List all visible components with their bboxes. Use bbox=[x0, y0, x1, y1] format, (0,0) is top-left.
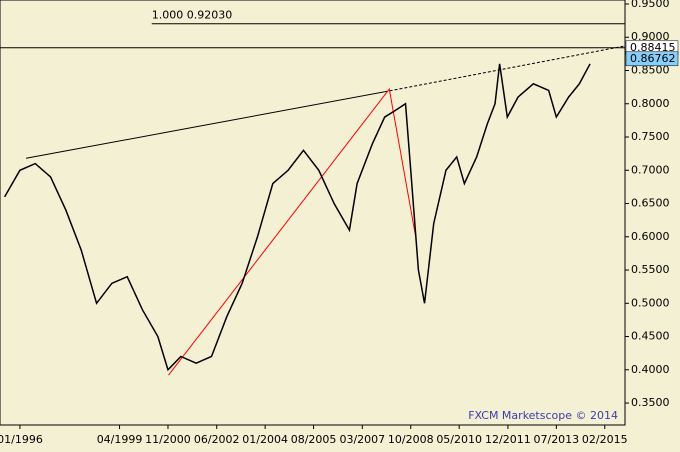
y-tick-label: 0.6500 bbox=[631, 197, 670, 210]
y-tick-label: 0.4500 bbox=[631, 330, 670, 343]
price-tag-label: 0.88415 bbox=[630, 41, 676, 54]
y-tick-label: 0.9500 bbox=[631, 0, 670, 10]
y-tick-label: 0.9000 bbox=[631, 30, 670, 43]
y-tick-label: 0.8500 bbox=[631, 64, 670, 77]
x-tick-label: 05/2010 bbox=[436, 433, 482, 446]
x-tick-label: 08/2005 bbox=[291, 433, 337, 446]
y-tick-label: 0.6000 bbox=[631, 230, 670, 243]
trendline bbox=[168, 87, 416, 376]
x-tick-label: 07/2013 bbox=[533, 433, 579, 446]
footer: FXCM Marketscope © 2014 bbox=[468, 409, 618, 422]
x-tick-label: 06/2002 bbox=[194, 433, 240, 446]
x-tick-label: 01/2004 bbox=[242, 433, 288, 446]
x-tick-label: 03/2007 bbox=[339, 433, 385, 446]
price-tag bbox=[625, 51, 679, 67]
y-tick-label: 0.5000 bbox=[631, 296, 670, 309]
trendline bbox=[25, 91, 385, 159]
y-tick-label: 0.8000 bbox=[631, 97, 670, 110]
plot-area bbox=[0, 0, 626, 426]
y-tick-label: 0.7500 bbox=[631, 130, 670, 143]
x-tick-label: 01/1996 bbox=[0, 433, 43, 446]
x-tick-label: 04/1999 bbox=[97, 433, 143, 446]
price-tag-label: 0.86762 bbox=[630, 52, 676, 65]
x-tick-label: 10/2008 bbox=[388, 433, 434, 446]
x-tick-label: 12/2011 bbox=[485, 433, 531, 446]
y-tick-label: 0.7000 bbox=[631, 163, 670, 176]
x-tick-label: 02/2015 bbox=[582, 433, 628, 446]
annotation: 1.000 0.92030 bbox=[152, 9, 232, 22]
trendline bbox=[384, 45, 626, 93]
y-tick-label: 0.5500 bbox=[631, 263, 670, 276]
x-tick-label: 11/2000 bbox=[145, 433, 191, 446]
price-line bbox=[3, 63, 591, 372]
y-tick-label: 0.4000 bbox=[631, 363, 670, 376]
y-tick-label: 0.3500 bbox=[631, 396, 670, 409]
